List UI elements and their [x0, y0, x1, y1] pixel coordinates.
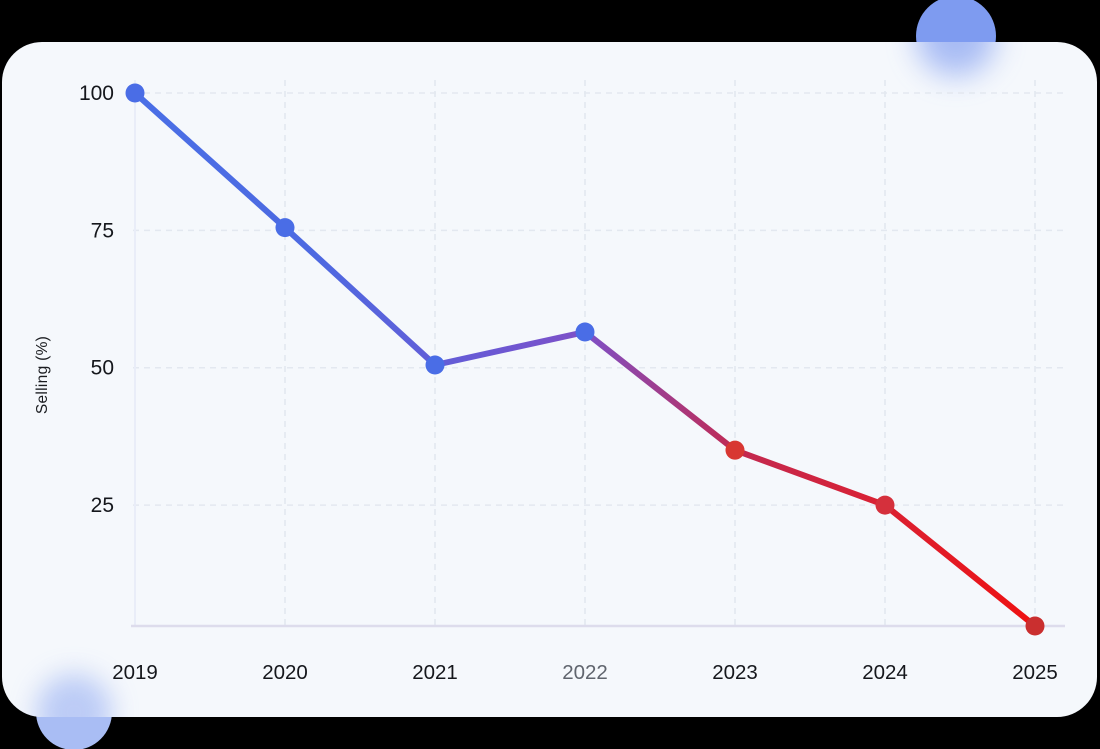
- x-tick-label: 2019: [112, 661, 158, 684]
- x-tick-label: 2023: [712, 661, 758, 684]
- selling-line-chart: 100 75 50 25 2019 2020 2021 2022 2023 2024 2025: [79, 80, 1065, 684]
- y-axis-title: Selling (%): [34, 335, 51, 415]
- chart-card: 100 75 50 25 2019 2020 2021 2022 2023 2024 2025 Se…: [2, 42, 1097, 717]
- x-tick-label: 2025: [1012, 661, 1058, 684]
- data-point: [875, 495, 895, 515]
- y-tick-label: 75: [91, 219, 114, 242]
- data-point: [725, 440, 745, 460]
- data-point: [125, 83, 145, 103]
- x-tick-label: 2022: [562, 661, 608, 684]
- data-point: [575, 322, 595, 342]
- x-tick-label: 2024: [862, 661, 908, 684]
- x-tick-label: 2021: [412, 661, 458, 684]
- data-point: [275, 218, 295, 238]
- x-tick-label: 2020: [262, 661, 308, 684]
- data-point: [425, 355, 445, 375]
- y-tick-label: 50: [91, 357, 114, 380]
- y-tick-label: 25: [91, 494, 114, 517]
- data-point: [1025, 616, 1045, 636]
- y-tick-label: 100: [79, 82, 114, 105]
